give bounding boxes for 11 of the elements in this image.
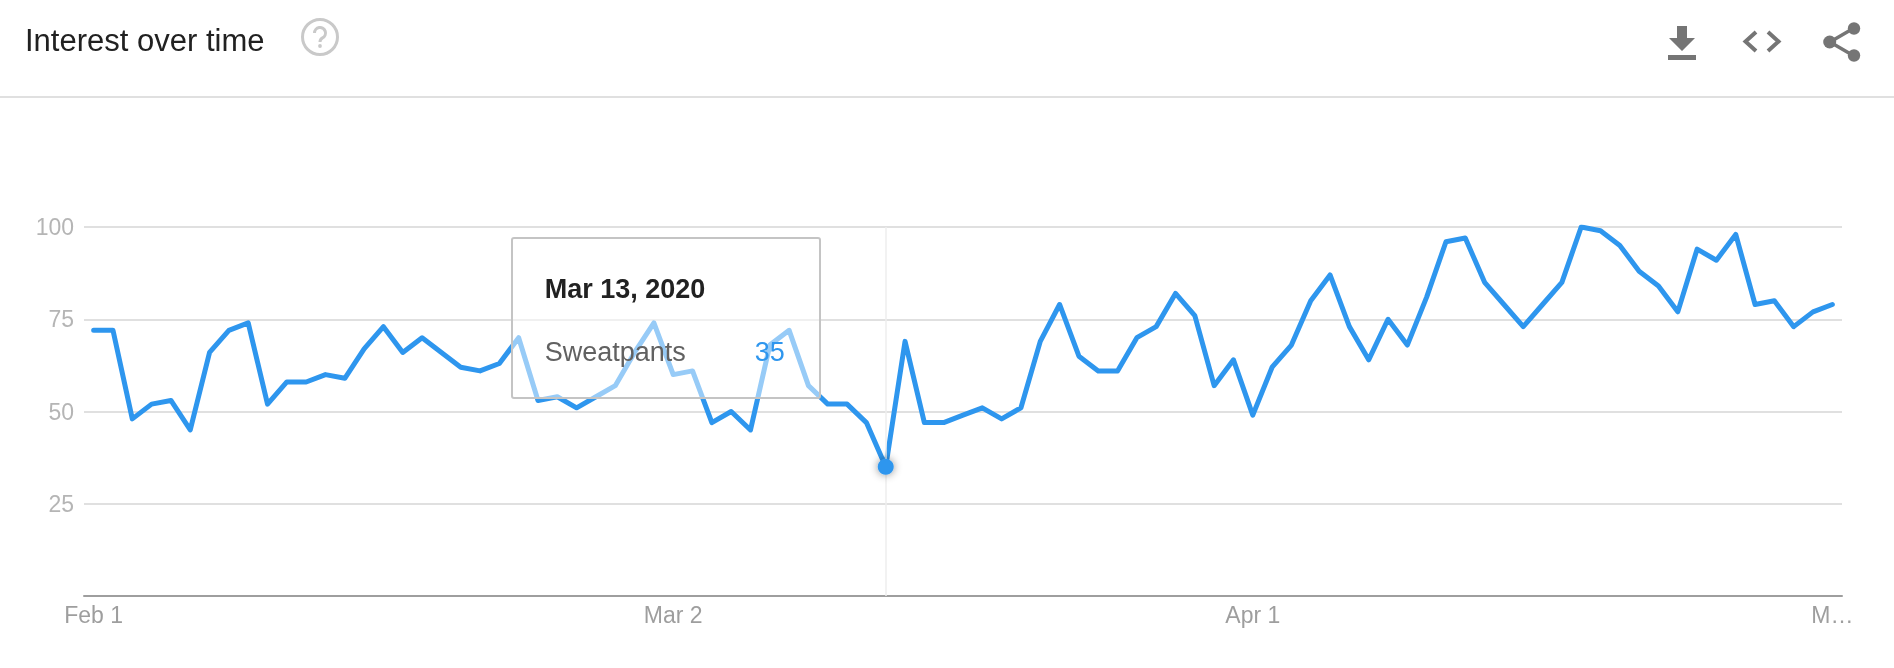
annotation: Mar 13, 2020 bbox=[544, 274, 706, 304]
y-tick-label: 50 bbox=[48, 398, 74, 425]
y-tick-label: 75 bbox=[48, 306, 74, 333]
x-tick-label: Mar 2 bbox=[643, 601, 703, 628]
chart-title: Interest over time bbox=[25, 22, 265, 60]
y-tick-label: 25 bbox=[48, 490, 74, 517]
annotation: 35 bbox=[754, 337, 785, 367]
x-tick-label: Apr 1 bbox=[1225, 601, 1281, 628]
x-tick-label: M… bbox=[1811, 601, 1854, 628]
x-tick-label: Feb 1 bbox=[64, 601, 124, 628]
y-tick-label: 100 bbox=[35, 214, 74, 240]
